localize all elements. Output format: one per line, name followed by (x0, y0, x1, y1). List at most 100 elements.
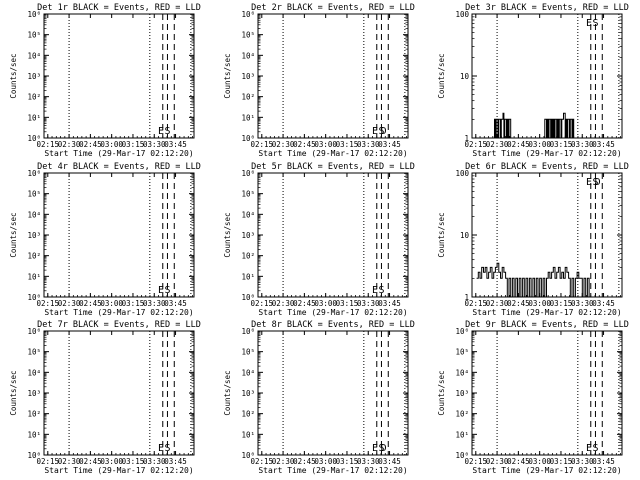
x-tick-label: 03:45 (164, 299, 187, 308)
y-axis-label: Counts/sec (437, 370, 446, 415)
y-tick-label: 10⁰ (27, 451, 41, 460)
x-tick-label: 03:15 (122, 140, 145, 149)
y-tick-label: 10⁶ (241, 10, 255, 19)
x-tick-label: 02:30 (272, 140, 295, 149)
x-tick-label: 02:30 (272, 457, 295, 466)
x-tick-label: 03:00 (100, 457, 123, 466)
x-tick-label: 02:15 (36, 140, 59, 149)
y-tick-label: 10² (27, 93, 41, 102)
chart-title: Det 1r BLACK = Events, RED = LLD (37, 3, 201, 13)
x-axis-label: Start Time (29-Mar-17 02:12:20) (472, 308, 621, 317)
chart-panel: Det 8r BLACK = Events, RED = LLD02:1502:… (223, 320, 415, 475)
x-tick-label: 03:00 (314, 140, 337, 149)
y-tick-label: 10⁴ (241, 368, 255, 377)
chart-panel: Det 7r BLACK = Events, RED = LLD02:1502:… (9, 320, 201, 475)
y-axis-label: Counts/sec (223, 212, 232, 257)
y-tick-label: 10⁴ (27, 51, 41, 60)
x-tick-label: 02:15 (36, 457, 59, 466)
x-tick-label: 03:00 (314, 457, 337, 466)
y-axis-label: Counts/sec (9, 53, 18, 98)
x-tick-label: 02:30 (486, 299, 509, 308)
x-tick-label: 03:45 (164, 140, 187, 149)
marker-label: E (372, 126, 378, 137)
x-axis-label: Start Time (29-Mar-17 02:12:20) (258, 149, 407, 158)
y-tick-label: 10⁰ (455, 451, 469, 460)
plot-frame (43, 13, 195, 139)
plot-frame (257, 330, 409, 456)
chart-title: Det 9r BLACK = Events, RED = LLD (465, 320, 629, 330)
x-tick-label: 03:45 (378, 140, 401, 149)
y-tick-label: 10⁴ (455, 368, 469, 377)
y-axis-label: Counts/sec (437, 212, 446, 257)
chart-panel: Det 2r BLACK = Events, RED = LLD02:1502:… (223, 3, 415, 158)
marker-label: S (592, 177, 598, 188)
marker-label: S (592, 18, 598, 29)
x-tick-label: 03:30 (357, 140, 380, 149)
y-tick-label: 10⁴ (241, 51, 255, 60)
y-axis-label: Counts/sec (223, 370, 232, 415)
y-axis-label: Counts/sec (9, 212, 18, 257)
y-tick-label: 10¹ (27, 430, 41, 439)
y-tick-label: 10¹ (241, 272, 255, 281)
y-tick-label: 100 (455, 169, 469, 178)
marker-label: S (164, 443, 170, 454)
x-tick-label: 02:15 (250, 299, 273, 308)
x-tick-label: 03:30 (143, 457, 166, 466)
y-tick-label: 1 (464, 134, 469, 143)
chart-panel: Det 9r BLACK = Events, RED = LLD02:1502:… (437, 320, 629, 475)
plot-frame (471, 330, 623, 456)
y-tick-label: 10² (241, 410, 255, 419)
x-tick-label: 02:30 (486, 140, 509, 149)
x-axis-label: Start Time (29-Mar-17 02:12:20) (44, 149, 193, 158)
y-tick-label: 10¹ (27, 272, 41, 281)
marker-label: S (378, 285, 384, 296)
marker-label: E (586, 18, 592, 29)
x-tick-label: 02:45 (293, 457, 316, 466)
plot-frame (257, 172, 409, 298)
y-axis-label: Counts/sec (437, 53, 446, 98)
x-tick-label: 02:15 (36, 299, 59, 308)
chart-title: Det 8r BLACK = Events, RED = LLD (251, 320, 415, 330)
plot-frame (43, 172, 195, 298)
chart-panel: Det 1r BLACK = Events, RED = LLD 02:15 02:… (9, 3, 201, 158)
y-tick-label: 10² (455, 410, 469, 419)
marker-label: E (372, 285, 378, 296)
plot-frame (257, 13, 409, 139)
y-tick-label: 10⁰ (241, 293, 255, 302)
x-axis-label: Start Time (29-Mar-17 02:12:20) (258, 308, 407, 317)
x-tick-label: 03:45 (592, 140, 615, 149)
marker-label: E (158, 285, 164, 296)
chart-panel: Det 4r BLACK = Events, RED = LLD02:1502:… (9, 162, 201, 317)
y-axis-label: Counts/sec (9, 370, 18, 415)
y-tick-label: 10⁰ (241, 134, 255, 143)
x-tick-label: 02:45 (507, 299, 530, 308)
y-tick-label: 10⁶ (241, 169, 255, 178)
y-tick-label: 10¹ (241, 113, 255, 122)
x-tick-label: 02:30 (272, 299, 295, 308)
x-tick-label: 02:45 (79, 140, 102, 149)
y-tick-label: 10² (241, 93, 255, 102)
x-tick-label: 02:15 (250, 457, 273, 466)
x-tick-label: 03:00 (528, 140, 551, 149)
x-tick-label: 03:30 (357, 299, 380, 308)
chart-title: Det 6r BLACK = Events, RED = LLD (465, 162, 629, 172)
chart-panel: Det 5r BLACK = Events, RED = LLD02:1502:… (223, 162, 415, 317)
y-tick-label: 10² (241, 252, 255, 261)
x-tick-label: 03:45 (592, 299, 615, 308)
y-tick-label: 10³ (241, 231, 255, 240)
marker-label: S (592, 443, 598, 454)
chart-title: Det 4r BLACK = Events, RED = LLD (37, 162, 201, 172)
x-tick-label: 03:15 (336, 457, 359, 466)
y-tick-label: 10¹ (241, 430, 255, 439)
y-tick-label: 1 (464, 293, 469, 302)
y-tick-label: 10⁵ (241, 190, 255, 199)
x-tick-label: 03:15 (550, 457, 573, 466)
marker-label: E (158, 443, 164, 454)
marker-label: D (381, 126, 387, 137)
x-tick-label: 03:15 (336, 299, 359, 308)
events-series-line (476, 262, 590, 298)
y-axis-label: Counts/sec (223, 53, 232, 98)
x-axis-label: Start Time (29-Mar-17 02:12:20) (44, 466, 193, 475)
x-tick-label: 03:15 (550, 299, 573, 308)
